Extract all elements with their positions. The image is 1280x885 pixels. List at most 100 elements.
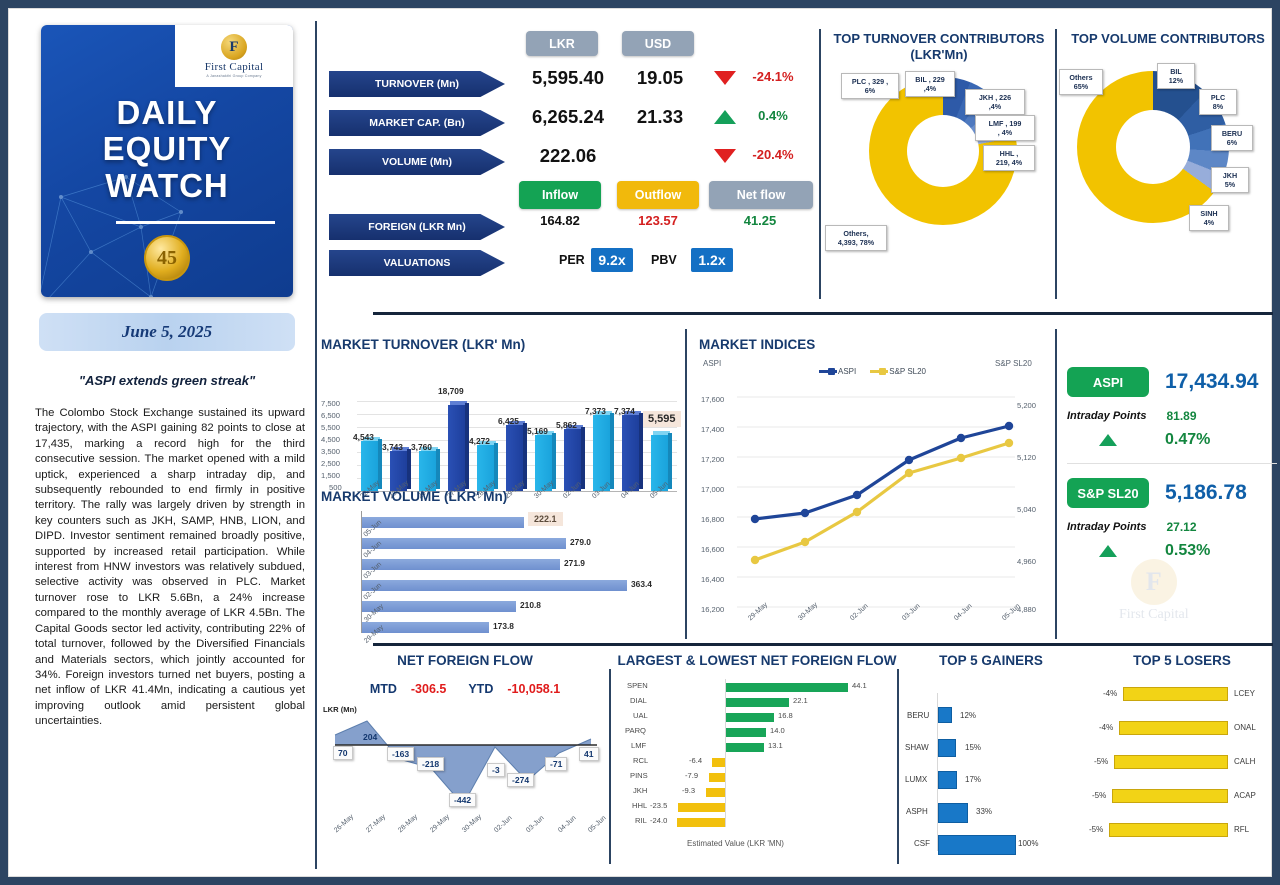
nff-y-axis-label: LKR (Mn): [323, 705, 357, 714]
volume-bar-05-jun: [362, 517, 524, 528]
cover-title-line-2: EQUITY: [102, 130, 232, 168]
loser-val-onal: -4%: [1099, 723, 1114, 732]
index-points-sl20: 27.12: [1166, 520, 1197, 534]
lfn-bar-jkh: [706, 788, 725, 797]
nff-mtd-value: -306.5: [410, 682, 447, 696]
currency-tab-usd[interactable]: USD: [622, 31, 694, 56]
volume-label-03-jun: 271.9: [564, 558, 585, 568]
lfn-val-lmf: 13.1: [768, 741, 783, 750]
losers-plot: -4% -4% -5% -5% -5% LCEY ONAL CALH ACAP …: [1087, 683, 1277, 868]
report-headline: "ASPI extends green streak": [78, 373, 256, 388]
turnover-bar-28-may: [477, 441, 498, 491]
anniversary-badge: 45: [144, 235, 190, 281]
top-turnover-title: TOP TURNOVER CONTRIBUTORS: [833, 31, 1045, 46]
trend-up-icon-aspi: [1099, 434, 1117, 446]
loser-val-acap: -5%: [1092, 791, 1107, 800]
indices-ytick-r-1: 5,120: [1017, 453, 1037, 462]
kpi-label-market-cap: MARKET CAP. (Bn): [329, 110, 505, 136]
loser-cat-onal: ONAL: [1234, 723, 1256, 732]
market-commentary: The Colombo Stock Exchange sustained its…: [35, 407, 305, 728]
lfn-cat-hhl: HHL: [632, 801, 648, 810]
market-turnover-title: MARKET TURNOVER (LKR' Mn): [321, 337, 526, 352]
nff-label-04-jun: -71: [545, 757, 568, 771]
gainer-cat-beru: BERU: [907, 711, 930, 720]
currency-tab-lkr[interactable]: LKR: [526, 31, 598, 56]
watermark-logo: F First Capital: [1119, 559, 1189, 623]
cover-divider: [116, 221, 275, 224]
nff-label-02-jun: -3: [487, 763, 505, 777]
gainer-cat-asph: ASPH: [906, 807, 928, 816]
lfn-bar-rcl: [712, 758, 725, 767]
kpi-label-volume: VOLUME (Mn): [329, 149, 505, 175]
nff-label-03-jun: -274: [507, 773, 535, 787]
gainer-val-shaw: 15%: [965, 743, 982, 752]
indices-ytick-r-0: 5,200: [1017, 401, 1037, 410]
indices-legend: ASPI S&P SL20: [819, 367, 926, 376]
loser-val-calh: -5%: [1094, 757, 1109, 766]
turnover-label-30-may: 5,169: [527, 426, 548, 436]
donut-callout-others: Others, 4,393, 78%: [825, 225, 887, 251]
volume-label-05-jun-highlight: 222.1: [528, 512, 563, 526]
index-sublabel-aspi: Intraday Points: [1067, 410, 1147, 422]
volume-bar-02-jun: [362, 580, 627, 591]
y-tick-7500: 7,500: [321, 399, 341, 408]
top-volume-contributors-panel: TOP VOLUME CONTRIBUTORS Others 65% BIL 1…: [1059, 31, 1277, 291]
kpi-donut-divider: [819, 29, 821, 299]
market-turnover-plot: 7,500 6,500 5,500 4,500 3,500 2,500 1,50…: [321, 361, 681, 500]
indices-panel-divider: [1055, 329, 1057, 639]
loser-bar-onal: [1119, 721, 1228, 735]
turnover-label-04-jun: 7,374: [614, 406, 635, 416]
lfn-val-rcl: -6.4: [689, 756, 703, 765]
top-volume-donut-area: Others 65% BIL 12% PLC 8% BERU 6% JKH 5%…: [1059, 63, 1277, 291]
lfn-cat-spen: SPEN: [627, 681, 648, 690]
lfn-bar-pins: [709, 773, 725, 782]
index-sublabel-sl20: Intraday Points: [1067, 521, 1147, 533]
volume-label-02-jun: 363.4: [631, 579, 652, 589]
loser-cat-rfl: RFL: [1234, 825, 1250, 834]
gainer-bar-lumx: [938, 771, 957, 789]
lfn-val-ual: 16.8: [778, 711, 793, 720]
loser-bar-lcey: [1123, 687, 1228, 701]
flow-tab-inflow[interactable]: Inflow: [519, 181, 601, 209]
lfn-bar-lmf: [726, 743, 764, 752]
loser-val-lcey: -4%: [1103, 689, 1118, 698]
turnover-label-28-may: 4,272: [469, 436, 490, 446]
indices-ytick-l-2: 17,200: [701, 455, 725, 464]
loser-cat-acap: ACAP: [1234, 791, 1256, 800]
lower-section-divider: [373, 643, 1273, 646]
index-points-aspi: 81.89: [1166, 409, 1197, 423]
turnover-bar-30-may: [535, 431, 556, 491]
lfn-bar-ual: [726, 713, 774, 722]
market-indices-title: MARKET INDICES: [699, 337, 816, 352]
volume-bar-29-may: [362, 622, 489, 633]
lfn-cat-lmf: LMF: [631, 741, 647, 750]
nff-label-05-jun: 41: [579, 747, 599, 761]
kpi-change-turnover: -24.1%: [752, 69, 794, 84]
volume-bar-04-jun: [362, 538, 566, 549]
index-pct-sl20: 0.53%: [1165, 542, 1211, 559]
gainer-bar-shaw: [938, 739, 956, 757]
index-values-panel: ASPI 17,434.94 Intraday Points 81.89 0.4…: [1067, 367, 1277, 622]
nff-label-26-may: 70: [333, 746, 353, 760]
top-5-losers-chart: TOP 5 LOSERS -4% -4% -5% -5% -5% LCEY ON…: [1087, 653, 1277, 869]
gainer-cat-lumx: LUMX: [905, 775, 928, 784]
lfn-bar-dial: [726, 698, 789, 707]
lfn-val-parq: 14.0: [770, 726, 785, 735]
volume-callout-beru: BERU 6%: [1211, 125, 1253, 151]
turnover-bar-23-may: [390, 447, 411, 491]
y-tick-2500: 2,500: [321, 459, 341, 468]
loser-bar-calh: [1114, 755, 1228, 769]
donut-callout-plc: PLC , 329 , 6%: [841, 73, 899, 99]
lfn-bar-parq: [726, 728, 766, 737]
volume-label-04-jun: 279.0: [570, 537, 591, 547]
turnover-label-23-may: 3,743: [382, 442, 403, 452]
flow-tab-outflow[interactable]: Outflow: [617, 181, 699, 209]
gainer-cat-shaw: SHAW: [905, 743, 929, 752]
top-volume-title: TOP VOLUME CONTRIBUTORS: [1071, 31, 1265, 46]
flow-tab-netflow[interactable]: Net flow: [709, 181, 813, 209]
index-sub-aspi: Intraday Points 81.89: [1067, 409, 1277, 423]
trend-down-icon-turnover: [714, 71, 736, 85]
market-indices-chart: MARKET INDICES ASPI S&P SL20 ASPI S&P SL…: [699, 337, 1049, 637]
kpi-summary: LKR USD TURNOVER (Mn) 5,595.40 19.05 -24…: [329, 31, 819, 299]
loser-cat-calh: CALH: [1234, 757, 1256, 766]
